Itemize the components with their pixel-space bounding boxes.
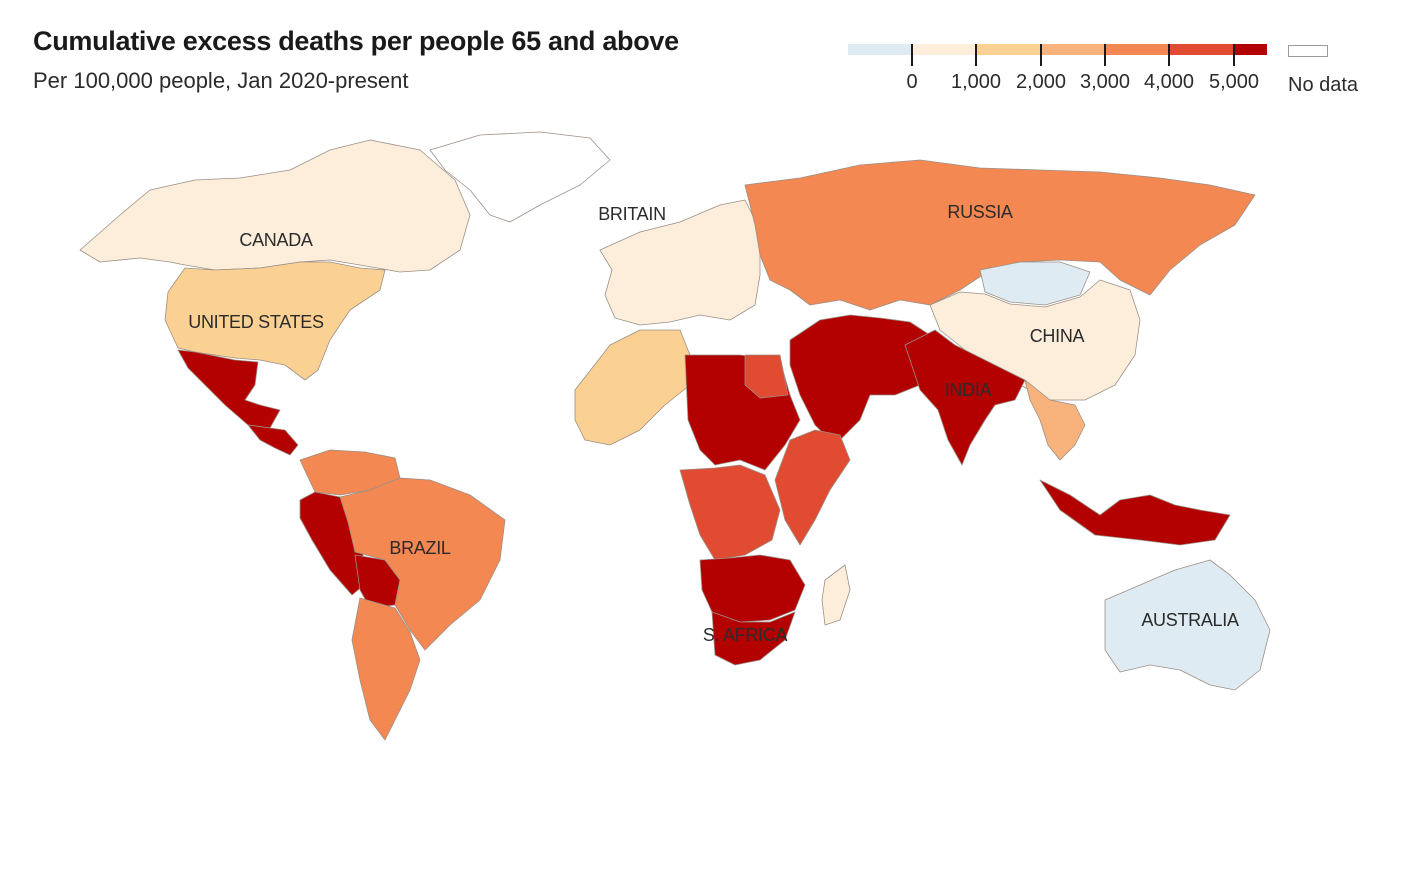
region-madagascar xyxy=(821,564,851,626)
region-australia xyxy=(1104,559,1271,691)
region-southeast-asia xyxy=(1024,379,1086,461)
legend-bin-2 xyxy=(976,44,1041,55)
label-brazil: BRAZIL xyxy=(389,538,451,558)
label-britain: BRITAIN xyxy=(598,204,666,224)
legend-tick xyxy=(911,44,913,66)
region-indonesia xyxy=(1039,479,1231,546)
legend-bin-4 xyxy=(1105,44,1169,55)
world-map: CANADA UNITED STATES BRITAIN RUSSIA CHIN… xyxy=(79,131,1271,741)
label-canada: CANADA xyxy=(239,230,313,250)
label-united-states: UNITED STATES xyxy=(188,312,324,332)
legend-tick xyxy=(1233,44,1235,66)
no-data-swatch xyxy=(1288,45,1328,57)
legend-tick xyxy=(975,44,977,66)
legend-bin-3 xyxy=(1041,44,1105,55)
region-argentina xyxy=(351,597,421,741)
region-central-africa xyxy=(679,464,781,561)
legend-tick-label: 1,000 xyxy=(950,71,1002,93)
legend-tick-label: 0 xyxy=(906,71,918,93)
label-s-africa: S. AFRICA xyxy=(703,625,788,645)
label-russia: RUSSIA xyxy=(947,202,1013,222)
country-labels: CANADA UNITED STATES BRITAIN RUSSIA CHIN… xyxy=(188,202,1239,645)
legend-tick-label: 4,000 xyxy=(1143,71,1195,93)
region-india xyxy=(904,329,1026,466)
region-mongolia xyxy=(979,261,1091,306)
no-data-label: No data xyxy=(1288,74,1359,96)
region-russia xyxy=(744,159,1256,311)
legend-color-bar xyxy=(848,44,1267,55)
legend-tick-label: 2,000 xyxy=(1015,71,1067,93)
chart-subtitle: Per 100,000 people, Jan 2020-present xyxy=(33,68,409,93)
label-india: INDIA xyxy=(945,380,992,400)
region-east-africa xyxy=(774,429,851,546)
region-middle-east xyxy=(789,314,941,446)
legend-bin-0 xyxy=(848,44,912,55)
legend-bin-1 xyxy=(912,44,976,55)
legend-tick xyxy=(1168,44,1170,66)
chart-title: Cumulative excess deaths per people 65 a… xyxy=(33,26,679,56)
region-egypt xyxy=(744,354,789,399)
region-south-africa xyxy=(711,611,796,666)
region-central-america xyxy=(247,424,299,456)
legend-tick-label: 3,000 xyxy=(1079,71,1131,93)
region-north-africa xyxy=(574,329,691,446)
label-china: CHINA xyxy=(1030,326,1085,346)
legend-tick-label: 5,000 xyxy=(1208,71,1260,93)
label-australia: AUSTRALIA xyxy=(1141,610,1239,630)
region-europe xyxy=(599,199,761,326)
legend-tick xyxy=(1040,44,1042,66)
region-greenland xyxy=(429,131,611,223)
region-southern-africa xyxy=(699,554,806,623)
region-mexico xyxy=(177,349,281,429)
legend-tick xyxy=(1104,44,1106,66)
regions-layer xyxy=(79,131,1271,741)
region-canada xyxy=(79,139,471,273)
legend-bin-6 xyxy=(1234,44,1267,55)
color-legend: 0 1,000 2,000 3,000 4,000 5,000 No data xyxy=(848,44,1378,104)
region-brazil xyxy=(339,477,506,651)
legend-bin-5 xyxy=(1169,44,1234,55)
region-united-states xyxy=(164,261,386,381)
